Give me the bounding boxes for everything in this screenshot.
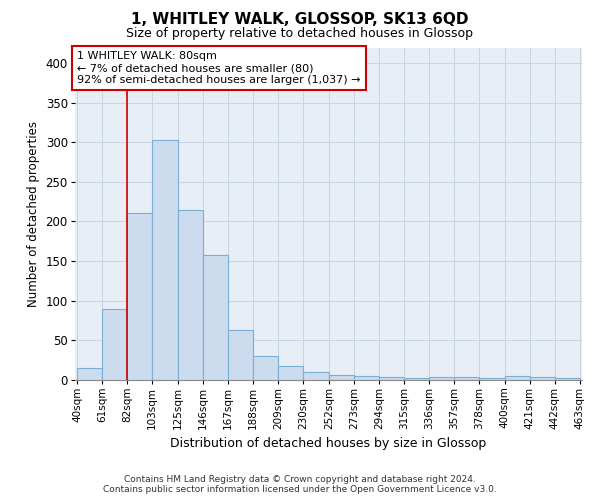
Bar xyxy=(178,210,203,380)
Bar xyxy=(303,372,329,380)
Bar xyxy=(127,213,152,380)
Bar xyxy=(379,377,404,380)
X-axis label: Distribution of detached houses by size in Glossop: Distribution of detached houses by size … xyxy=(170,437,487,450)
Bar xyxy=(228,330,253,380)
Bar xyxy=(102,309,127,380)
Bar xyxy=(278,366,303,380)
Bar xyxy=(555,378,580,380)
Bar xyxy=(329,375,354,380)
Bar xyxy=(429,377,454,380)
Y-axis label: Number of detached properties: Number of detached properties xyxy=(27,120,40,306)
Bar xyxy=(77,368,102,380)
Bar xyxy=(152,140,178,380)
Text: 1 WHITLEY WALK: 80sqm
← 7% of detached houses are smaller (80)
92% of semi-detac: 1 WHITLEY WALK: 80sqm ← 7% of detached h… xyxy=(77,52,361,84)
Bar xyxy=(505,376,530,380)
Bar xyxy=(530,377,555,380)
Bar xyxy=(404,378,429,380)
Text: Contains HM Land Registry data © Crown copyright and database right 2024.
Contai: Contains HM Land Registry data © Crown c… xyxy=(103,474,497,494)
Text: Size of property relative to detached houses in Glossop: Size of property relative to detached ho… xyxy=(127,28,473,40)
Bar xyxy=(203,254,228,380)
Bar xyxy=(454,377,479,380)
Bar xyxy=(354,376,379,380)
Bar xyxy=(253,356,278,380)
Text: 1, WHITLEY WALK, GLOSSOP, SK13 6QD: 1, WHITLEY WALK, GLOSSOP, SK13 6QD xyxy=(131,12,469,28)
Bar xyxy=(479,378,505,380)
